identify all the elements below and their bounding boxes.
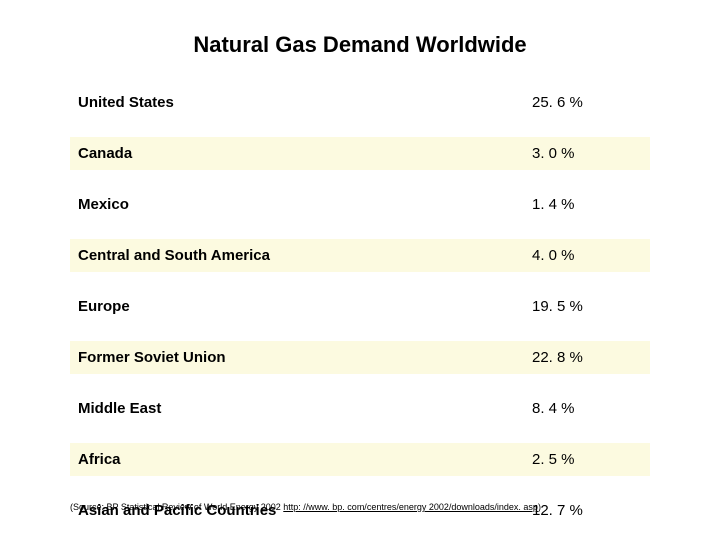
value-label: 2. 5 %	[532, 451, 642, 468]
table-row: Canada 3. 0 %	[70, 137, 650, 170]
table-row: Mexico 1. 4 %	[70, 188, 650, 221]
region-label: Canada	[78, 145, 132, 162]
value-label: 19. 5 %	[532, 298, 642, 315]
region-label: Africa	[78, 451, 121, 468]
region-label: Middle East	[78, 400, 161, 417]
table-row: Central and South America 4. 0 %	[70, 239, 650, 272]
value-label: 3. 0 %	[532, 145, 642, 162]
region-label: Former Soviet Union	[78, 349, 226, 366]
region-label: Europe	[78, 298, 130, 315]
data-table: United States 25. 6 % Canada 3. 0 % Mexi…	[70, 86, 650, 527]
page-title: Natural Gas Demand Worldwide	[0, 0, 720, 86]
source-citation: (Source: BP Statistical Review of World …	[70, 502, 541, 512]
value-label: 12. 7 %	[532, 502, 642, 519]
region-label: Mexico	[78, 196, 129, 213]
region-label: Central and South America	[78, 247, 270, 264]
table-row: Africa 2. 5 %	[70, 443, 650, 476]
source-link[interactable]: http: //www. bp. com/centres/energy 2002…	[283, 502, 538, 512]
value-label: 8. 4 %	[532, 400, 642, 417]
region-label: United States	[78, 94, 174, 111]
table-row: Former Soviet Union 22. 8 %	[70, 341, 650, 374]
source-prefix: (Source: BP Statistical Review of World …	[70, 502, 283, 512]
source-suffix: )	[538, 502, 541, 512]
value-label: 22. 8 %	[532, 349, 642, 366]
value-label: 1. 4 %	[532, 196, 642, 213]
table-row: United States 25. 6 %	[70, 86, 650, 119]
table-row: Middle East 8. 4 %	[70, 392, 650, 425]
value-label: 25. 6 %	[532, 94, 642, 111]
table-row: Europe 19. 5 %	[70, 290, 650, 323]
value-label: 4. 0 %	[532, 247, 642, 264]
